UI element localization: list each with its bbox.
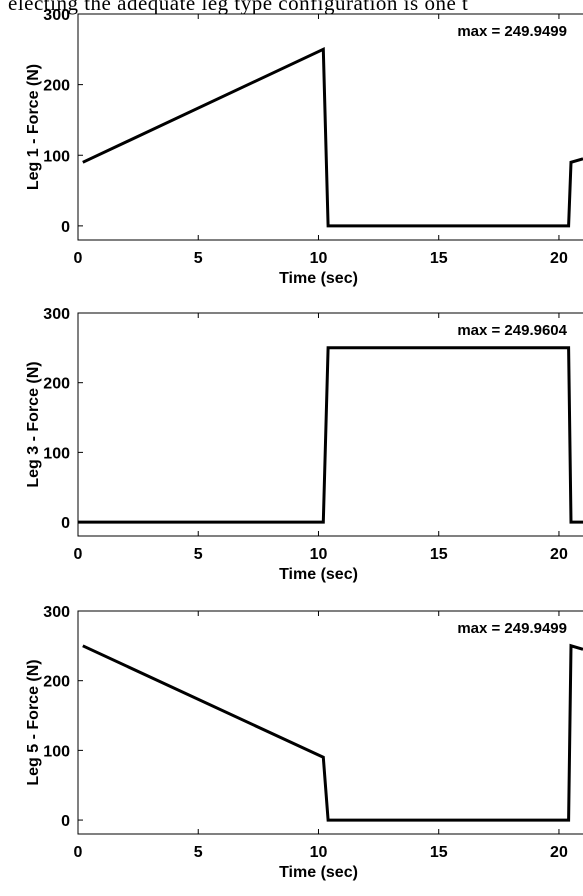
x-axis-label: Time (sec) <box>279 864 358 881</box>
y-tick-label: 100 <box>43 743 70 760</box>
y-tick-label: 300 <box>43 306 70 323</box>
y-tick-label: 100 <box>43 445 70 462</box>
header-text-fragment: electing the adequate leg type configura… <box>8 0 469 15</box>
series-line-1 <box>82 643 583 822</box>
x-tick-label: 10 <box>310 844 328 861</box>
x-tick-label: 15 <box>430 546 448 563</box>
y-tick-label: 200 <box>43 376 70 393</box>
y-tick-label: 200 <box>43 78 70 95</box>
x-tick-label: 20 <box>550 250 568 267</box>
x-axis-label: Time (sec) <box>279 566 358 583</box>
max-annotation: max = 249.9604 <box>457 322 567 339</box>
x-tick-label: 15 <box>430 844 448 861</box>
plot-frame <box>77 610 583 835</box>
y-axis-label: Leg 3 - Force (N) <box>25 361 42 487</box>
x-tick-label: 0 <box>74 844 83 861</box>
max-annotation: max = 249.9499 <box>457 23 567 40</box>
x-tick-label: 0 <box>74 250 83 267</box>
y-tick-label: 300 <box>43 7 70 24</box>
y-tick-label: 300 <box>43 604 70 621</box>
x-tick-label: 20 <box>550 844 568 861</box>
y-axis-label: Leg 5 - Force (N) <box>25 659 42 785</box>
series-line-1 <box>82 46 583 228</box>
y-tick-label: 100 <box>43 148 70 165</box>
x-tick-label: 15 <box>430 250 448 267</box>
y-axis-label: Leg 1 - Force (N) <box>25 64 42 190</box>
x-tick-label: 5 <box>194 844 203 861</box>
x-tick-label: 0 <box>74 546 83 563</box>
y-tick-label: 200 <box>43 674 70 691</box>
x-tick-label: 5 <box>194 546 203 563</box>
x-tick-label: 20 <box>550 546 568 563</box>
y-tick-label: 0 <box>61 219 70 236</box>
x-tick-label: 10 <box>310 250 328 267</box>
x-tick-label: 10 <box>310 546 328 563</box>
x-axis-label: Time (sec) <box>279 270 358 287</box>
plot-frame <box>77 13 583 241</box>
max-annotation: max = 249.9499 <box>457 620 567 637</box>
y-tick-label: 0 <box>61 813 70 830</box>
plot-frame <box>77 312 583 537</box>
y-tick-label: 0 <box>61 515 70 532</box>
x-tick-label: 5 <box>194 250 203 267</box>
series-line-1 <box>78 346 583 524</box>
